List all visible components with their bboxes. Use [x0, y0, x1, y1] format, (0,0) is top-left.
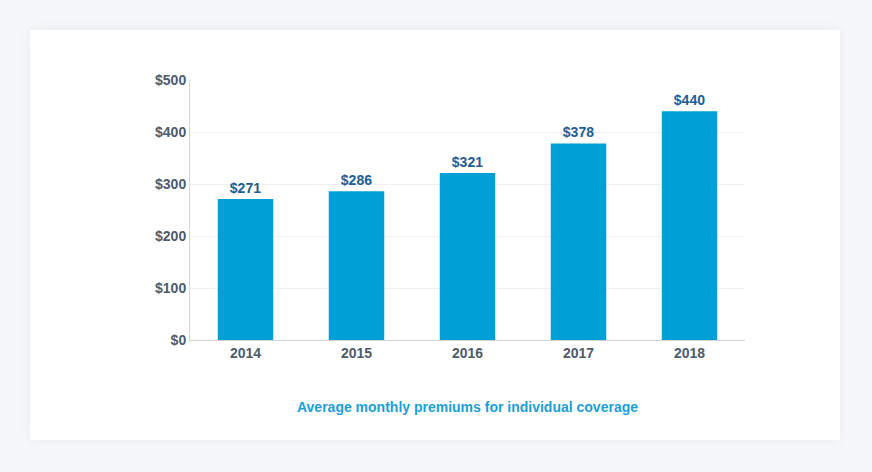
svg-text:$300: $300: [155, 176, 186, 192]
svg-text:2017: 2017: [563, 345, 594, 361]
svg-text:$0: $0: [171, 332, 187, 348]
svg-text:2015: 2015: [341, 345, 372, 361]
svg-text:$378: $378: [563, 124, 594, 140]
svg-text:2016: 2016: [452, 345, 483, 361]
svg-text:2018: 2018: [674, 345, 705, 361]
svg-text:$271: $271: [230, 180, 261, 196]
svg-text:$440: $440: [674, 92, 705, 108]
svg-text:Average monthly premiums for i: Average monthly premiums for individual …: [297, 399, 638, 415]
svg-text:2014: 2014: [230, 345, 261, 361]
svg-text:$200: $200: [155, 228, 186, 244]
svg-text:$500: $500: [155, 72, 186, 88]
svg-text:$286: $286: [341, 172, 372, 188]
svg-text:$100: $100: [155, 280, 186, 296]
svg-text:$400: $400: [155, 124, 186, 140]
svg-text:$321: $321: [452, 154, 483, 170]
